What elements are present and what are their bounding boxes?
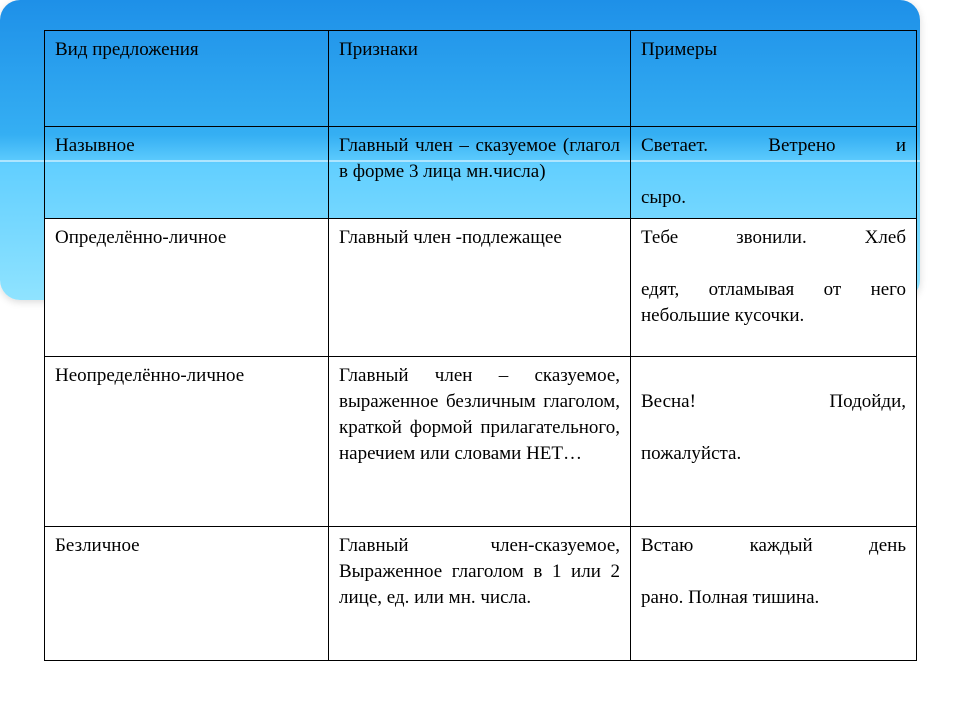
cell-type: Неопределённо-личное (45, 356, 329, 526)
example-line: рано. Полная тишина. (641, 587, 819, 608)
cell-type: Безличное (45, 526, 329, 660)
cell-examples: Весна! Подойди, пожалуйста. (631, 356, 917, 526)
table-row: Неопределённо-личное Главный член – сказ… (45, 356, 917, 526)
table-row: Определённо-личное Главный член -подлежа… (45, 218, 917, 356)
table-row: Безличное Главный член-сказуемое, Выраже… (45, 526, 917, 660)
col-header-features: Признаки (329, 31, 631, 127)
example-line: едят, отламывая от него небольшие кусочк… (641, 277, 906, 329)
cell-features: Главный член – сказуемое (глагол в форме… (329, 127, 631, 219)
cell-examples: Встаю каждый день рано. Полная тишина. (631, 526, 917, 660)
example-line: Встаю каждый день (641, 533, 906, 585)
col-header-examples: Примеры (631, 31, 917, 127)
cell-examples: Светает. Ветрено и сыро. (631, 127, 917, 219)
example-line: Весна! Подойди, (641, 389, 906, 441)
example-line: сыро. (641, 187, 686, 208)
cell-features: Главный член -подлежащее (329, 218, 631, 356)
cell-examples: Тебе звонили. Хлеб едят, отламывая от не… (631, 218, 917, 356)
cell-features: Главный член-сказуемое, Выраженное глаго… (329, 526, 631, 660)
cell-features: Главный член – сказуемое, выраженное без… (329, 356, 631, 526)
example-line: Светает. Ветрено и (641, 133, 906, 185)
cell-type: Назывное (45, 127, 329, 219)
table-row: Назывное Главный член – сказуемое (глаго… (45, 127, 917, 219)
example-line: Тебе звонили. Хлеб (641, 225, 906, 277)
sentence-type-table: Вид предложения Признаки Примеры Назывно… (44, 30, 917, 661)
table-header-row: Вид предложения Признаки Примеры (45, 31, 917, 127)
example-line: пожалуйста. (641, 443, 741, 464)
cell-type: Определённо-личное (45, 218, 329, 356)
col-header-type: Вид предложения (45, 31, 329, 127)
